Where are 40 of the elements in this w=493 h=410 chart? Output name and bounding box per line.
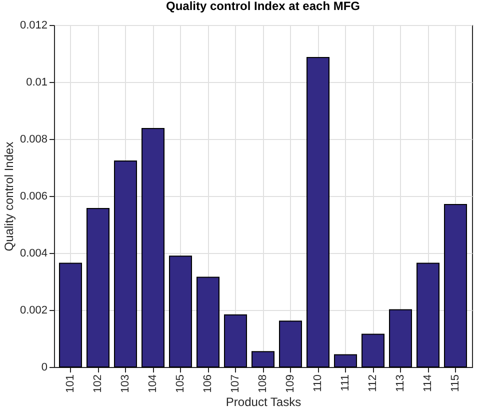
bar <box>252 351 274 368</box>
y-tick-label: 0.004 <box>20 248 48 260</box>
y-tick-label: 0.006 <box>20 190 48 202</box>
x-tick-label: 101 <box>64 374 76 393</box>
bar <box>279 320 302 368</box>
y-tick-label: 0.002 <box>20 304 48 316</box>
x-tick-label: 110 <box>312 374 324 392</box>
bar <box>362 334 384 368</box>
bar <box>196 276 220 368</box>
x-tick-label: 115 <box>450 374 462 392</box>
x-tick-label: 113 <box>394 374 406 392</box>
y-tick-label: 0.01 <box>26 76 48 88</box>
bar <box>389 309 412 368</box>
x-tick-label: 109 <box>284 374 296 393</box>
bar <box>306 56 330 368</box>
bar <box>114 160 137 368</box>
bar <box>142 128 164 368</box>
x-tick-label: 106 <box>202 374 214 393</box>
y-tick-label: 0.008 <box>20 134 48 146</box>
x-tick-label: 104 <box>147 374 159 393</box>
x-tick-label: 103 <box>120 374 132 393</box>
x-tick-label: 114 <box>422 374 434 392</box>
x-tick-label: 105 <box>174 374 186 393</box>
bar <box>169 256 192 368</box>
x-tick-label: 107 <box>230 374 242 393</box>
bar <box>59 262 82 368</box>
x-tick-label: 102 <box>92 374 104 393</box>
bar <box>224 314 247 368</box>
bar <box>334 354 357 368</box>
x-tick-label: 108 <box>257 374 269 393</box>
x-tick-label: 111 <box>340 374 352 392</box>
y-tick-label: 0.012 <box>20 20 48 32</box>
x-axis-title: Product Tasks <box>226 394 302 409</box>
y-axis-title: Quality control Index <box>2 142 16 252</box>
bar <box>444 204 467 368</box>
x-tick-label: 112 <box>367 374 379 392</box>
y-tick-label: 0 <box>41 362 48 374</box>
bar <box>416 262 440 368</box>
bar <box>86 208 110 368</box>
chart-title: Quality control Index at each MFG <box>166 0 360 13</box>
